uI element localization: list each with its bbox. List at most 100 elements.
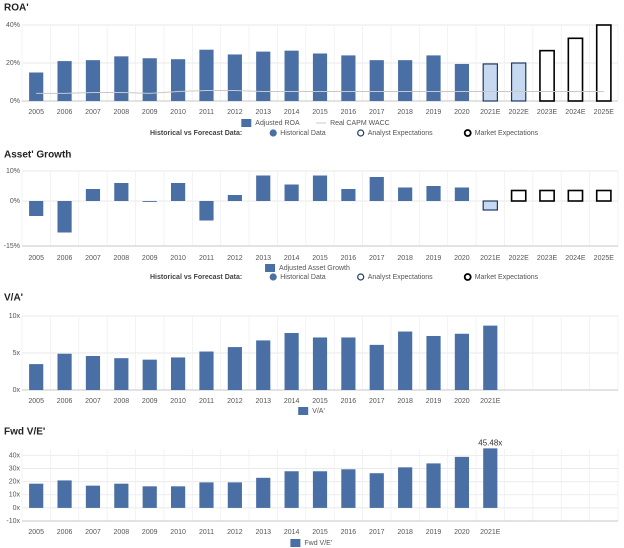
bar — [454, 456, 469, 508]
y-tick-label: 10x — [9, 313, 21, 320]
x-tick-label: 2016 — [341, 109, 357, 116]
x-tick-label: 2024E — [565, 255, 586, 262]
x-tick-label: 2018 — [397, 398, 413, 405]
legend-marker — [269, 273, 277, 281]
bar — [284, 184, 299, 201]
bar — [57, 201, 72, 233]
bar — [199, 201, 214, 221]
x-tick-label: 2023E — [537, 255, 558, 262]
legend-marker — [269, 129, 277, 137]
bar — [284, 50, 299, 101]
x-tick-label: 2013 — [255, 255, 271, 262]
bar — [454, 63, 469, 101]
bar — [567, 37, 584, 102]
x-tick-label: 2005 — [28, 255, 44, 262]
bar — [398, 60, 413, 101]
bar — [369, 60, 384, 101]
x-tick-label: 2007 — [85, 255, 101, 262]
bar — [539, 189, 555, 202]
bar — [398, 187, 413, 201]
legend-label: Market Expectations — [475, 130, 539, 137]
x-tick-label: 2005 — [28, 109, 44, 116]
bar — [256, 477, 271, 508]
chart-title: V/A' — [4, 293, 23, 304]
bar — [29, 483, 44, 508]
bar — [426, 335, 441, 390]
x-tick-label: 2014 — [284, 529, 300, 536]
bar — [85, 485, 101, 508]
y-tick-label: -15% — [4, 243, 20, 250]
x-tick-label: 2020 — [454, 255, 470, 262]
data-label: 45.48x — [478, 438, 502, 447]
bar — [227, 482, 242, 508]
chart-title: Asset' Growth — [4, 150, 71, 161]
x-tick-label: 2010 — [170, 109, 186, 116]
bar — [256, 51, 271, 101]
bar — [29, 72, 44, 101]
x-tick-label: 2012 — [227, 255, 243, 262]
x-tick-label: 2005 — [28, 398, 44, 405]
x-tick-label: 2019 — [426, 255, 442, 262]
x-tick-label: 2017 — [369, 398, 385, 405]
x-tick-label: 2012 — [227, 109, 243, 116]
x-tick-label: 2010 — [170, 255, 186, 262]
bar — [341, 189, 356, 201]
bar — [510, 62, 527, 102]
x-tick-label: 2013 — [255, 529, 271, 536]
x-tick-label: 2020 — [454, 109, 470, 116]
bar — [171, 486, 186, 508]
x-tick-label: 2015 — [312, 255, 328, 262]
x-tick-label: 2009 — [142, 398, 158, 405]
x-tick-label: 2012 — [227, 398, 243, 405]
x-tick-label: 2010 — [170, 529, 186, 536]
y-tick-label: -10x — [6, 518, 20, 525]
legend-label: Adjusted Asset Growth — [279, 265, 350, 272]
x-tick-label: 2014 — [284, 109, 300, 116]
x-tick-label: 2020 — [454, 529, 470, 536]
bar — [539, 49, 555, 102]
x-tick-label: 2009 — [142, 255, 158, 262]
bar — [369, 473, 384, 508]
bar — [369, 177, 384, 201]
legend-label: Adjusted ROA — [255, 120, 300, 127]
bar — [29, 364, 44, 390]
x-tick-label: 2008 — [114, 398, 130, 405]
bar — [369, 344, 384, 390]
bar — [142, 58, 157, 101]
bar — [312, 337, 328, 390]
bar — [341, 337, 356, 390]
bar — [114, 358, 129, 390]
bar — [227, 347, 242, 390]
x-tick-label: 2021E — [480, 109, 501, 116]
x-tick-label: 2022E — [509, 255, 530, 262]
legend-marker — [463, 273, 472, 281]
y-tick-label: 40% — [6, 22, 20, 29]
bar — [114, 183, 129, 201]
x-tick-label: 2021E — [480, 529, 501, 536]
bar — [114, 56, 129, 101]
legend-marker — [357, 273, 365, 281]
bar — [114, 483, 129, 508]
bar — [256, 175, 271, 201]
legend-label: V/A' — [312, 408, 325, 415]
bar — [312, 175, 328, 201]
bar — [171, 357, 186, 390]
legend-label: Historical Data — [280, 274, 326, 281]
x-tick-label: 2011 — [199, 109, 214, 116]
bar — [426, 186, 441, 201]
legend-label: Fwd V/E' — [304, 540, 332, 547]
y-tick-label: 10x — [9, 492, 21, 499]
x-tick-label: 2010 — [170, 398, 186, 405]
legend-label: Real CAPM WACC — [330, 120, 390, 127]
x-tick-label: 2022E — [509, 109, 530, 116]
x-tick-label: 2006 — [57, 255, 73, 262]
bar — [567, 189, 584, 202]
x-tick-label: 2013 — [255, 109, 271, 116]
bar — [454, 187, 469, 201]
x-tick-label: 2021E — [480, 255, 501, 262]
bar — [29, 201, 44, 216]
bar — [57, 480, 72, 508]
x-tick-label: 2016 — [341, 255, 357, 262]
y-tick-label: 40x — [9, 452, 21, 459]
